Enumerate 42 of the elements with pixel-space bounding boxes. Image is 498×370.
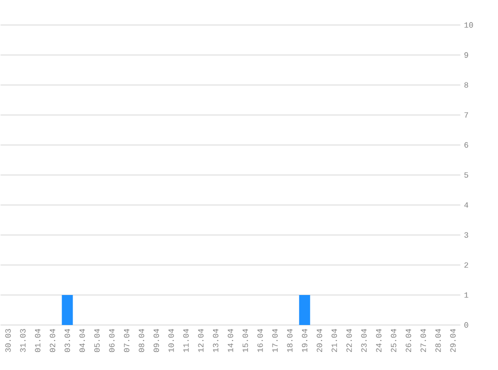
x-tick-label: 19.04 — [302, 328, 308, 352]
x-tick-label: 31.03 — [20, 329, 26, 352]
x-tick-label: 02.04 — [50, 328, 56, 352]
x-tick-label: 07.04 — [124, 328, 130, 352]
x-tick-label: 16.04 — [257, 328, 263, 352]
x-tick-label: 11.04 — [183, 328, 189, 352]
y-tick-label: 9 — [464, 52, 468, 58]
x-tick-label: 01.04 — [34, 328, 40, 352]
x-tick-label: 18.04 — [287, 328, 292, 352]
x-tick-label: 15.04 — [242, 328, 248, 352]
x-tick-label: 24.04 — [376, 328, 382, 352]
x-tick-label: 13.04 — [212, 328, 218, 352]
x-tick-label: 04.04 — [79, 328, 85, 352]
y-tick-label: 2 — [464, 262, 468, 268]
x-tick-label: 03.04 — [64, 328, 70, 352]
x-tick-label: 17.04 — [272, 328, 278, 352]
y-tick-label: 5 — [464, 172, 468, 178]
x-tick-label: 20.04 — [316, 328, 322, 352]
x-tick-label: 28.04 — [435, 328, 441, 352]
x-tick-label: 30.03 — [5, 329, 11, 352]
x-tick-label: 05.04 — [94, 328, 100, 352]
x-tick-label: 23.04 — [361, 328, 367, 352]
y-tick-label: 10 — [464, 22, 473, 28]
x-tick-label: 25.04 — [390, 328, 396, 352]
y-tick-label: 3 — [464, 232, 468, 238]
x-tick-label: 10.04 — [168, 328, 174, 352]
y-tick-label: 0 — [464, 322, 468, 328]
y-tick-label: 6 — [464, 142, 468, 148]
x-tick-label: 06.04 — [109, 328, 115, 352]
x-tick-label: 26.04 — [406, 328, 412, 352]
y-tick-label: 4 — [464, 202, 468, 208]
x-tick-label: 29.04 — [450, 328, 456, 352]
x-tick-label: 27.04 — [420, 328, 426, 352]
y-tick-label: 8 — [464, 82, 468, 88]
x-tick-label: 12.04 — [198, 328, 204, 352]
x-tick-label: 08.04 — [138, 328, 144, 352]
y-tick-label: 1 — [464, 292, 468, 298]
x-tick-label: 09.04 — [154, 328, 160, 352]
x-tick-label: 22.04 — [346, 328, 352, 352]
x-tick-label: 21.04 — [332, 328, 337, 352]
x-tick-label: 14.04 — [228, 328, 234, 352]
y-tick-label: 7 — [464, 112, 468, 118]
